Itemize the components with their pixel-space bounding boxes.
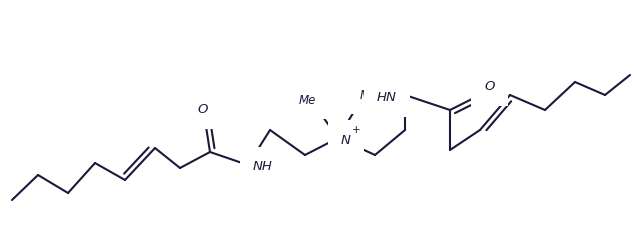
Text: NH: NH xyxy=(253,160,273,173)
Text: Me: Me xyxy=(360,89,377,102)
Text: Me: Me xyxy=(299,94,316,107)
Text: N: N xyxy=(341,133,351,146)
Text: HN: HN xyxy=(377,91,397,104)
Text: O: O xyxy=(484,80,494,93)
Text: +: + xyxy=(352,125,361,135)
Text: O: O xyxy=(198,103,208,116)
